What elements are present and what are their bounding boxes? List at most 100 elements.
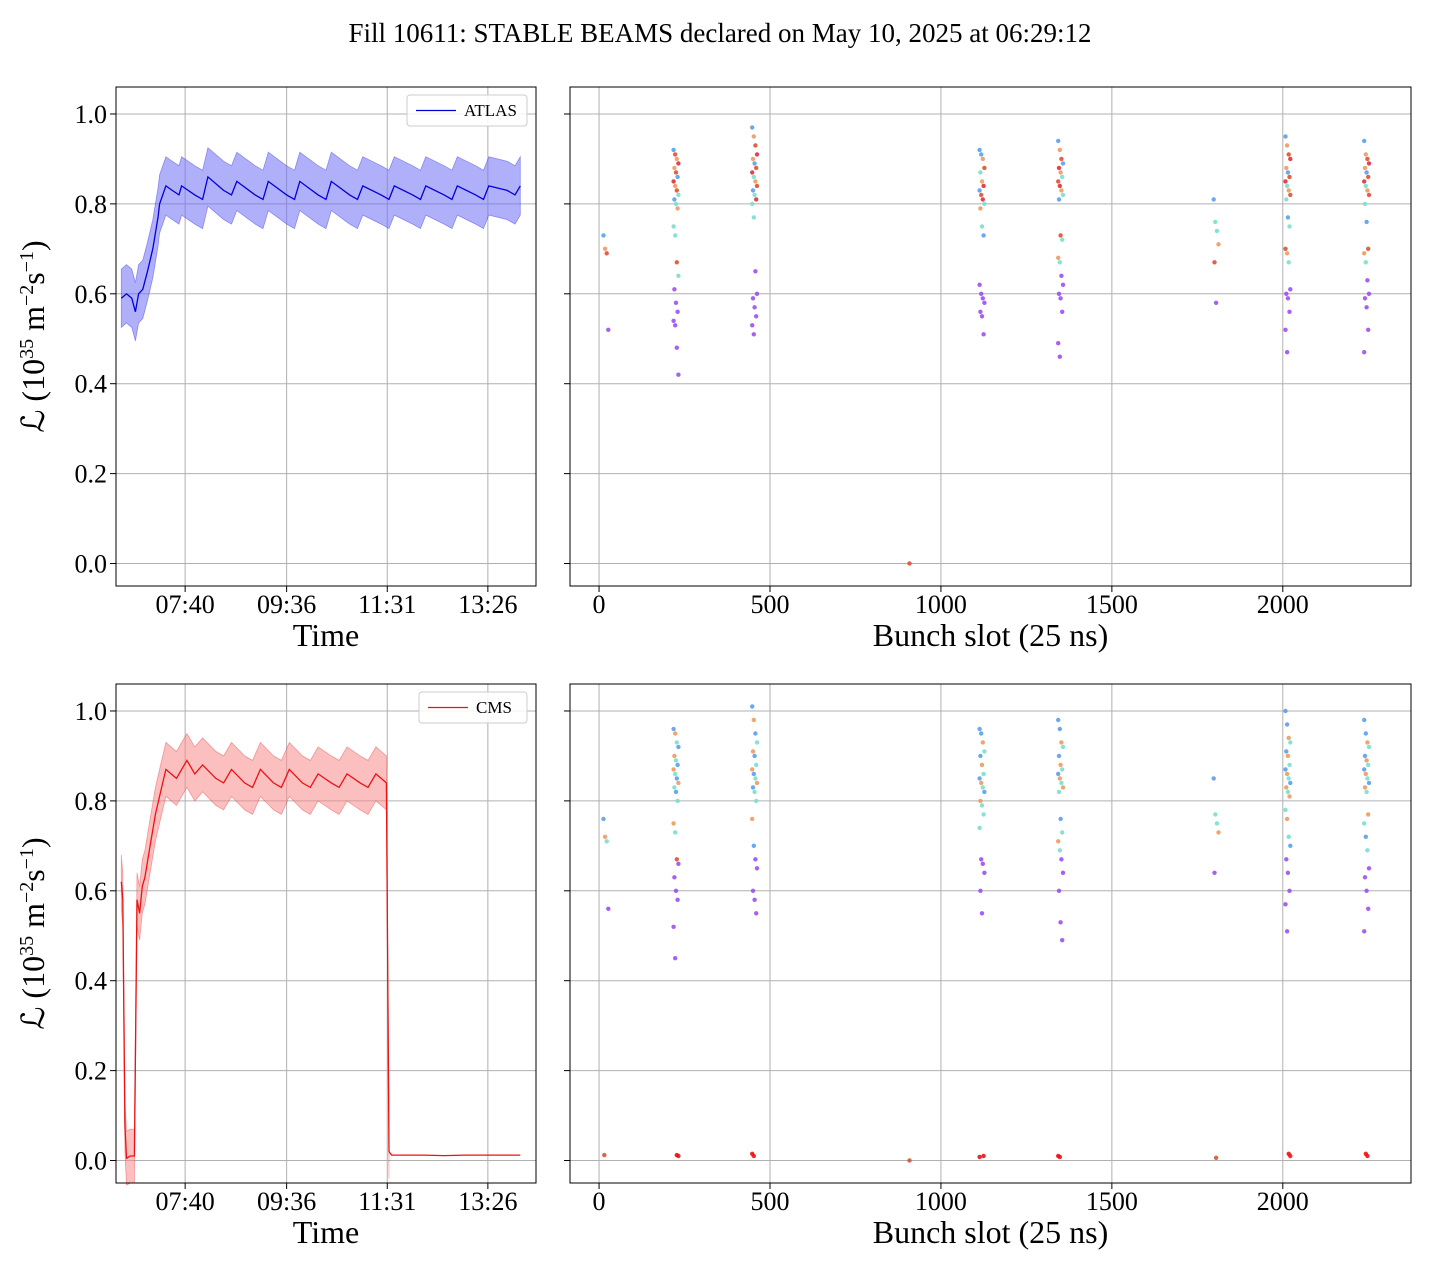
data-point [1057, 147, 1063, 153]
data-point [1283, 134, 1288, 139]
bunch-cluster-1120 [977, 147, 987, 337]
data-point [1060, 744, 1066, 750]
data-point [1211, 197, 1216, 202]
bunch-cluster-2015 [1283, 134, 1293, 355]
data-point [672, 875, 677, 880]
data-point [1059, 740, 1064, 745]
data-point [604, 251, 609, 256]
data-point [1213, 1155, 1219, 1161]
data-point [907, 1158, 912, 1163]
data-point [977, 726, 982, 732]
legend-label: ATLAS [464, 101, 517, 120]
data-point [754, 183, 760, 189]
data-point [754, 798, 759, 804]
data-point [752, 789, 757, 795]
data-point [751, 332, 756, 337]
data-point [673, 183, 678, 189]
data-point [671, 179, 676, 184]
top-left-axes: 0.0 0.2 0.4 0.6 0.8 1.0 07:40 09:36 11:31 13:26 AT… [15, 86, 537, 653]
data-point [1058, 170, 1063, 175]
data-point [1284, 183, 1290, 189]
data-point [1214, 228, 1220, 234]
axes-frame [569, 683, 1412, 1184]
data-point [1284, 165, 1289, 171]
data-point [1366, 780, 1372, 786]
data-point [1288, 192, 1293, 198]
data-point [1286, 260, 1291, 265]
legend: CMS [418, 691, 528, 724]
data-point [676, 273, 681, 278]
data-point [1365, 740, 1370, 745]
bottom-left-axes: 0.0 0.2 0.4 0.6 0.8 1.0 07:40 09:36 11:31 13:26 CM… [15, 683, 537, 1250]
data-point [1057, 354, 1063, 359]
y-tick-label: 0.2 [75, 1057, 108, 1086]
data-point [981, 183, 986, 189]
data-point [1288, 156, 1293, 162]
y-tick-label: 0.4 [75, 370, 108, 399]
x-tick-label: 500 [750, 1187, 789, 1216]
data-point [751, 1153, 756, 1159]
data-point [753, 143, 758, 148]
data-point [1060, 830, 1065, 835]
x-tick-label: 13:26 [458, 1187, 517, 1216]
data-point [675, 309, 680, 314]
x-tick-label: 1000 [915, 1187, 967, 1216]
data-point [1058, 233, 1063, 238]
data-point [979, 152, 984, 157]
top-right-axes: 0 500 1000 1500 2000 Bunch slot (25 ns) [564, 86, 1412, 653]
data-point [751, 843, 756, 848]
data-point [750, 156, 756, 162]
data-point [750, 888, 756, 893]
data-point [1283, 767, 1288, 772]
data-point [1362, 767, 1367, 772]
data-point [1362, 179, 1367, 184]
data-point [981, 332, 986, 337]
data-point [751, 215, 756, 220]
data-point [673, 233, 678, 238]
x-tick-label: 09:36 [257, 1187, 316, 1216]
data-point [750, 785, 756, 790]
data-point [980, 861, 985, 866]
data-point [674, 740, 679, 745]
bottom-right-axes: 0 500 1000 1500 2000 Bunch slot (25 ns) [564, 683, 1412, 1250]
data-point [1287, 762, 1292, 768]
data-point [1366, 161, 1372, 166]
data-point [753, 269, 758, 274]
series-line-cms [120, 759, 521, 1160]
data-point [1363, 731, 1369, 736]
data-point [1286, 776, 1291, 781]
data-point [1284, 722, 1290, 727]
data-point [979, 731, 984, 736]
data-point [1362, 251, 1367, 256]
data-point [673, 323, 678, 328]
data-point [751, 717, 756, 723]
data-point [1288, 740, 1293, 745]
data-point [1364, 758, 1369, 763]
data-point [751, 174, 756, 180]
data-point [1283, 807, 1288, 813]
data-point [675, 798, 680, 804]
data-point [671, 147, 676, 153]
data-point [1362, 350, 1367, 355]
data-point [672, 165, 677, 171]
data-point [1364, 888, 1369, 893]
ylabel-part: ) [15, 240, 51, 251]
data-point [979, 762, 985, 768]
data-point [978, 888, 983, 893]
data-point [1060, 785, 1066, 790]
x-tick-label: 1500 [1086, 590, 1138, 619]
data-point [1285, 215, 1291, 220]
data-point [601, 233, 606, 238]
data-point [754, 740, 760, 745]
bunch-cluster-2015 [1283, 708, 1293, 1159]
data-point [1056, 255, 1061, 260]
bunch-cluster-20 [601, 816, 611, 1158]
data-point [754, 314, 759, 319]
legend-box [406, 94, 528, 127]
data-point [1058, 920, 1063, 925]
data-point [673, 300, 679, 305]
data-point [1365, 1153, 1370, 1159]
data-point [1057, 183, 1063, 189]
data-point [606, 327, 611, 332]
data-point [1283, 708, 1288, 714]
